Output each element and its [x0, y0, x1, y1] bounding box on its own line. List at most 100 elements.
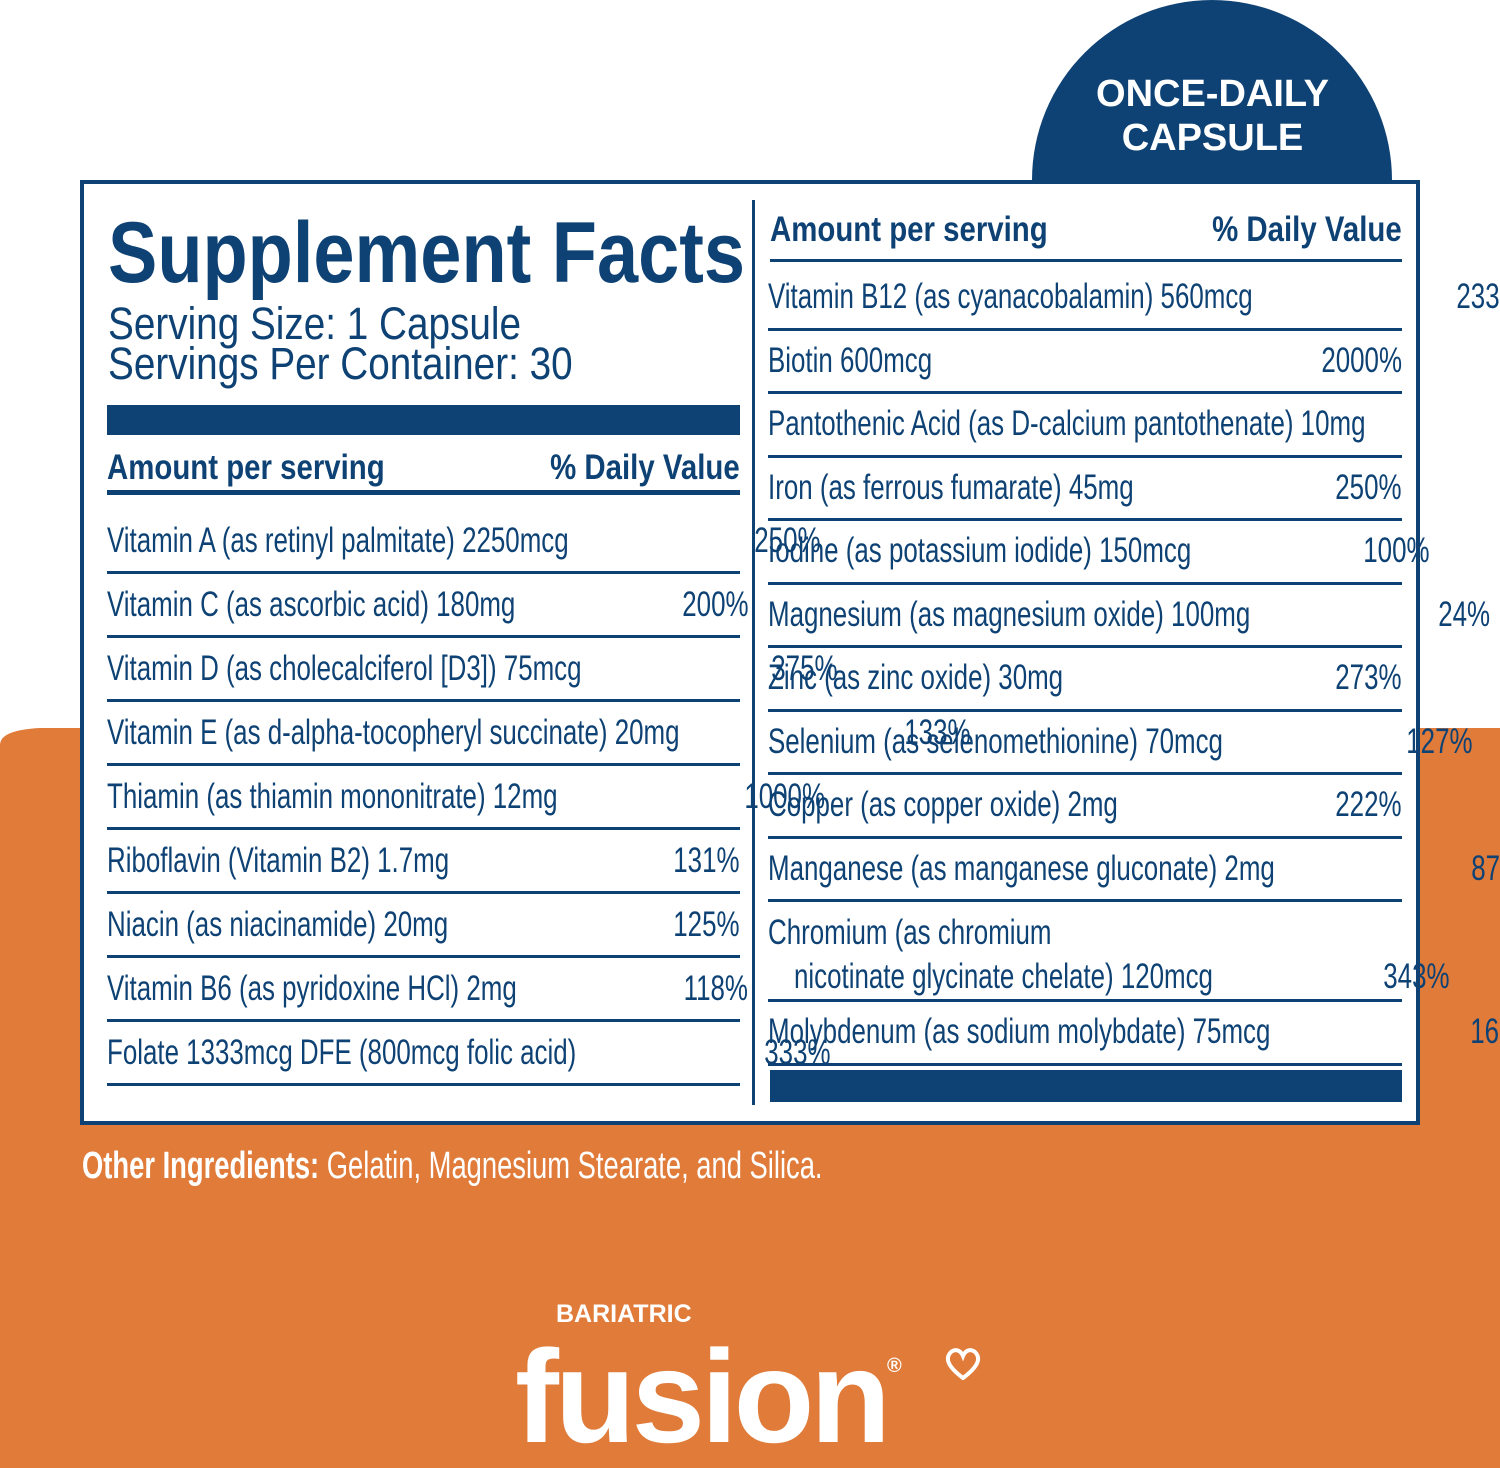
nutrient-row: Copper (as copper oxide) 2mg 222% [768, 775, 1402, 839]
nutrient-name-line: Magnesium (as magnesium oxide) 100mg [768, 593, 1420, 637]
serving-info: Serving Size: 1 Capsule Servings Per Con… [108, 301, 648, 386]
logo-heart [945, 1348, 981, 1380]
nutrient-row: Niacin (as niacinamide) 20mg 125% [107, 894, 740, 958]
badge-line: ONCE-DAILY [1096, 73, 1329, 115]
nutrient-row: Folate 1333mcg DFE (800mcg folic acid) 33… [107, 1022, 831, 1086]
daily-value-text: 1000% [744, 776, 825, 816]
nutrient-name-line: Chromium (as chromium [768, 911, 1360, 955]
badge: ONCE-DAILY CAPSULE [1040, 72, 1385, 160]
daily-value: 250% [731, 520, 821, 561]
daily-value: 167% [1447, 1012, 1500, 1052]
nutrient-name: Vitamin B6 (as pyridoxine HCl) 2mg [107, 967, 661, 1011]
nutrient-name: Folate 1333mcg DFE (800mcg folic acid) [107, 1031, 741, 1075]
nutrient-name: Riboflavin (Vitamin B2) 1.7mg [107, 839, 650, 883]
nutrient-name: Selenium (as selenomethionine) 70mcg [768, 720, 1383, 764]
daily-value: 127% [1383, 721, 1473, 762]
daily-value-text: 2000% [1321, 340, 1402, 380]
nutrient-name-line: nicotinate glycinate chelate) 120mcg [768, 955, 1360, 999]
nutrient-name-line: Thiamin (as thiamin mononitrate) 12mg [107, 775, 716, 819]
nutrient-name-text: Magnesium (as magnesium oxide) 100mg [768, 594, 1251, 634]
nutrient-name: Molybdenum (as sodium molybdate) 75mcg [768, 1010, 1447, 1054]
daily-value: 273% [1312, 658, 1402, 698]
daily-value: 375% [748, 649, 838, 689]
other-ingredients-label: Other Ingredients: [82, 1145, 320, 1187]
nutrient-name-text: Thiamin (as thiamin mononitrate) 12mg [107, 776, 558, 816]
daily-value-text: 273% [1335, 658, 1402, 698]
daily-value-text: 127% [1406, 721, 1473, 761]
nutrient-name-text: Copper (as copper oxide) 2mg [768, 785, 1118, 825]
daily-value-text: 118% [683, 968, 748, 1008]
logo-text: fusion [515, 1323, 891, 1468]
header-dv: % Daily Value [550, 447, 740, 487]
daily-value-text: 87% [1471, 848, 1500, 888]
nutrient-row: Chromium (as chromium nicotinate glycinat… [768, 902, 1450, 1002]
daily-value: 343% [1360, 955, 1450, 999]
nutrient-name-line: Pantothenic Acid (as D-calcium pantothen… [768, 402, 1500, 446]
nutrient-name: Pantothenic Acid (as D-calcium pantothen… [768, 402, 1500, 446]
nutrient-name-line: Manganese (as manganese gluconate) 2mg [768, 847, 1453, 891]
nutrient-name: Manganese (as manganese gluconate) 2mg [768, 847, 1453, 891]
daily-value-text: 250% [1335, 467, 1402, 507]
nutrient-row: Vitamin A (as retinyl palmitate) 2250mcg… [107, 510, 820, 574]
nutrient-name-text: Biotin 600mcg [768, 340, 933, 380]
daily-value: 87% [1453, 849, 1500, 889]
thick-bar [107, 405, 740, 435]
nutrient-name: Copper (as copper oxide) 2mg [768, 783, 1312, 827]
nutrient-row: Vitamin C (as ascorbic acid) 180mg 200% [107, 574, 748, 638]
nutrient-name-line: Iron (as ferrous fumarate) 45mg [768, 466, 1312, 510]
daily-value: 125% [650, 905, 740, 945]
nutrient-name-text: Pantothenic Acid (as D-calcium pantothen… [768, 404, 1366, 444]
nutrient-name-text: Zinc (as zinc oxide) 30mg [768, 658, 1064, 698]
nutrient-name-text: Iodine (as potassium iodide) 150mcg [768, 531, 1192, 571]
daily-value-text: 343% [1383, 957, 1450, 996]
thick-bar [770, 1070, 1402, 1102]
daily-value-text: 100% [1363, 531, 1430, 571]
nutrient-row: Pantothenic Acid (as D-calcium pantothen… [768, 394, 1402, 458]
daily-value-text: 133% [903, 712, 971, 752]
header-amount: Amount per serving [770, 209, 1048, 249]
nutrient-name: Vitamin C (as ascorbic acid) 180mg [107, 583, 659, 627]
nutrient-name-line: Riboflavin (Vitamin B2) 1.7mg [107, 839, 650, 883]
daily-value: 200% [659, 584, 749, 625]
daily-value-text: 250% [754, 520, 821, 560]
nutrient-name-text: Manganese (as manganese gluconate) 2mg [768, 848, 1275, 888]
logo-small: BARIATRIC [556, 1300, 692, 1328]
nutrient-name: Iron (as ferrous fumarate) 45mg [768, 466, 1312, 510]
title-text: Supplement Facts [108, 205, 746, 301]
nutrient-name-line: Vitamin E (as d-alpha-tocopheryl succina… [107, 711, 881, 755]
column-divider [752, 200, 755, 1105]
nutrient-name-text: Riboflavin (Vitamin B2) 1.7mg [107, 840, 450, 880]
nutrient-row: Zinc (as zinc oxide) 30mg 273% [768, 648, 1402, 712]
other-ingredients-text: Gelatin, Magnesium Stearate, and Silica. [326, 1145, 823, 1187]
nutrient-name: Thiamin (as thiamin mononitrate) 12mg [107, 775, 716, 819]
nutrient-name-text: Iron (as ferrous fumarate) 45mg [768, 467, 1134, 507]
daily-value: 100% [1340, 531, 1430, 571]
daily-value: 222% [1312, 785, 1402, 825]
header-dv: % Daily Value [1212, 209, 1402, 249]
nutrient-name: Magnesium (as magnesium oxide) 100mg [768, 593, 1420, 637]
nutrient-name-text: Molybdenum (as sodium molybdate) 75mcg [768, 1012, 1271, 1052]
nutrient-name-text: Vitamin C (as ascorbic acid) 180mg [107, 584, 516, 624]
nutrient-row: Manganese (as manganese gluconate) 2mg 87… [768, 839, 1500, 902]
nutrient-name-text: Vitamin D (as cholecalciferol [D3]) 75mc… [107, 648, 582, 688]
daily-value: 131% [650, 841, 740, 881]
nutrient-row: Iron (as ferrous fumarate) 45mg 250% [768, 458, 1402, 521]
nutrient-row: Magnesium (as magnesium oxide) 100mg 24% [768, 585, 1490, 648]
daily-value-text: 200% [682, 584, 749, 624]
daily-value-text: 23333% [1456, 277, 1500, 317]
nutrient-name: Zinc (as zinc oxide) 30mg [768, 656, 1312, 700]
nutrient-name-text: Vitamin E (as d-alpha-tocopheryl succina… [107, 712, 680, 752]
nutrient-name-line: Niacin (as niacinamide) 20mg [107, 903, 650, 947]
daily-value: 24% [1420, 595, 1490, 635]
facts-box [80, 180, 1420, 1125]
daily-value-text: 167% [1470, 1012, 1500, 1052]
nutrient-row: Thiamin (as thiamin mononitrate) 12mg 100… [107, 766, 825, 830]
nutrient-name: Iodine (as potassium iodide) 150mcg [768, 529, 1340, 573]
nutrient-name: Vitamin D (as cholecalciferol [D3]) 75mc… [107, 647, 748, 691]
header-amount: Amount per serving [107, 447, 385, 487]
daily-value-text: 24% [1437, 594, 1490, 634]
title: Supplement Facts [108, 205, 849, 301]
logo-word: fusion® [515, 1300, 902, 1463]
nutrient-name-text: Vitamin A (as retinyl palmitate) 2250mcg [107, 520, 569, 560]
